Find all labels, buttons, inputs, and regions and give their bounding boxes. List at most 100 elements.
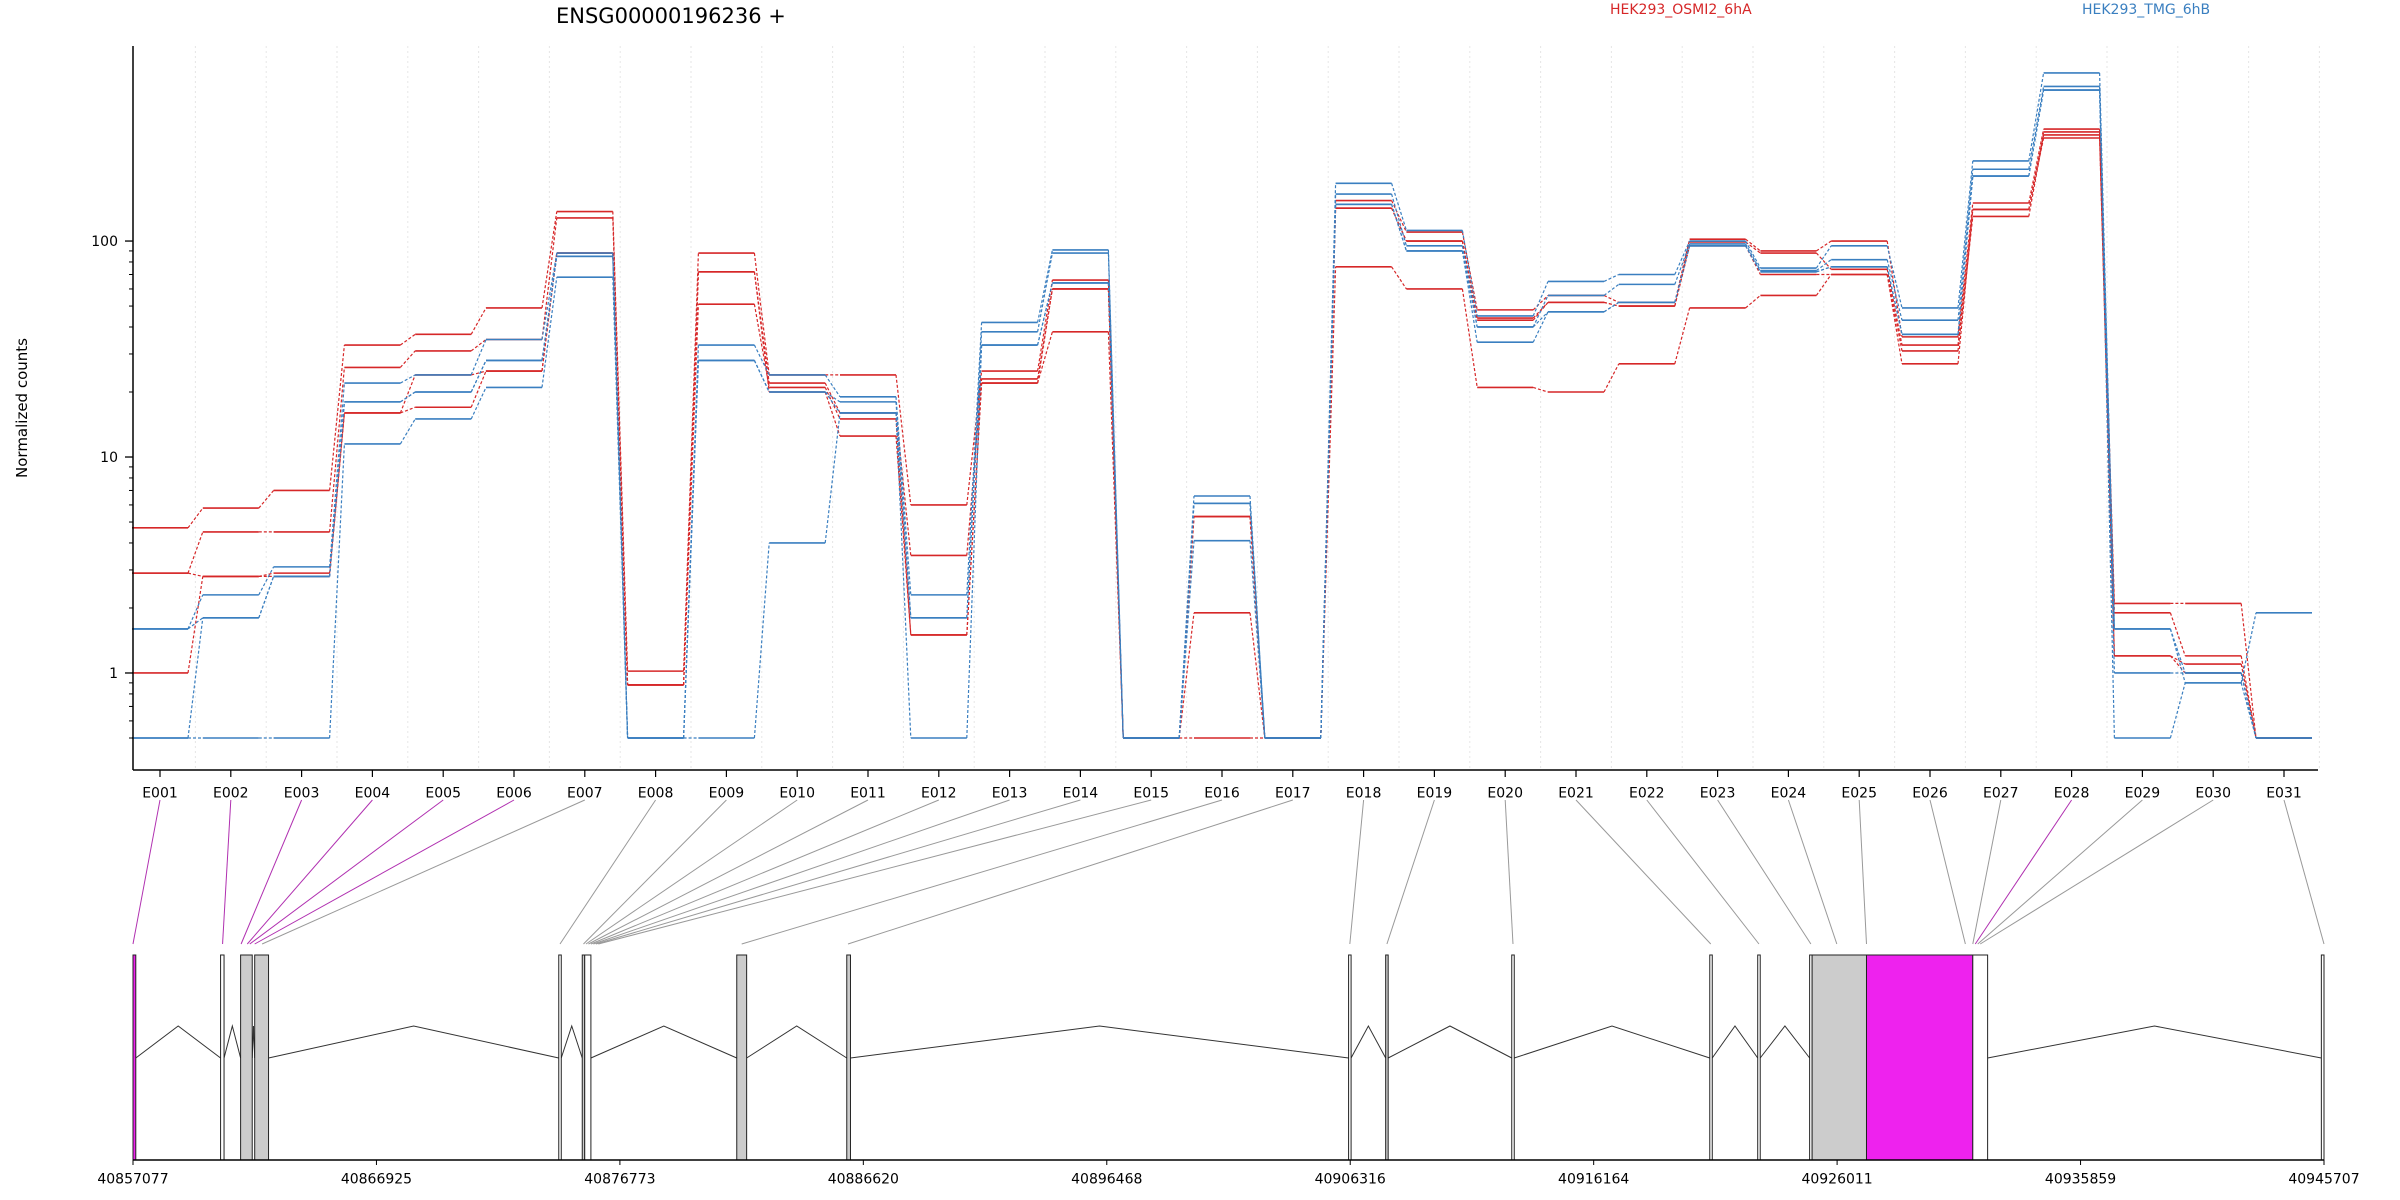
series-connector: [1037, 249, 1053, 323]
series-connector: [1886, 266, 1903, 335]
exon-connector-line: [2283, 799, 2325, 945]
series-connector: [1249, 503, 1266, 739]
series-connector: [966, 371, 983, 505]
series-connector: [258, 490, 275, 509]
series-connector: [895, 401, 912, 618]
series-connector: [1745, 245, 1761, 275]
x-tick-label: E027: [1983, 786, 2019, 802]
exon-box: [220, 954, 225, 1161]
series-connector: [1037, 252, 1053, 332]
series-connector: [895, 374, 912, 505]
x-tick-label: E009: [709, 786, 745, 802]
series-connector: [753, 344, 770, 376]
y-tick-label: 10: [100, 450, 118, 466]
series-connector: [329, 443, 345, 739]
series-connector: [1533, 386, 1549, 393]
series-connector: [1107, 331, 1124, 739]
x-tick-label: E030: [2195, 786, 2231, 802]
exon-connector-line: [588, 799, 869, 945]
series-connector: [1532, 311, 1549, 343]
series-connector: [471, 370, 487, 376]
series-connector: [966, 345, 983, 739]
series-connector: [1603, 273, 1620, 282]
series-connector: [399, 350, 416, 368]
x-tick-label: E017: [1275, 786, 1311, 802]
series-connector: [187, 617, 204, 739]
series-connector: [1815, 252, 1832, 270]
series-connector: [1249, 612, 1266, 739]
series-connector: [824, 391, 841, 403]
exon-box: [1511, 954, 1515, 1161]
series-connector: [329, 367, 345, 532]
series-connector: [1461, 250, 1478, 328]
genomic-coordinate-axis: 40857077 40866925 40876773 40886620 40896468…: [97, 1159, 2360, 1188]
series-connector: [1320, 266, 1337, 739]
series-connector: [1603, 301, 1620, 313]
series-connector: [1745, 241, 1761, 254]
series-connector: [470, 339, 487, 352]
series-lines: [132, 72, 2312, 739]
series-connector: [1532, 295, 1549, 328]
series-connector: [2028, 131, 2045, 210]
series-connector: [612, 253, 629, 739]
exon-box: [1811, 954, 1867, 1161]
series-connector: [400, 391, 416, 403]
series-connector: [1037, 288, 1053, 384]
exon-box: [1385, 954, 1389, 1161]
series-connector: [470, 370, 487, 408]
series-connector: [1249, 516, 1266, 739]
genomic-tick-label: 40886620: [828, 1172, 899, 1188]
series-connector: [187, 576, 204, 674]
series-connector: [966, 322, 983, 595]
series-connector: [470, 307, 487, 335]
series-connector: [2028, 128, 2045, 204]
exon-connector-line: [1575, 799, 1712, 945]
series-connector: [187, 617, 204, 630]
exon-connector-line: [593, 799, 1010, 945]
series-connector: [187, 594, 204, 630]
series-connector: [1957, 209, 1974, 346]
chart-title: ENSG00000196236 +: [556, 4, 786, 28]
series-connector: [2240, 655, 2257, 739]
x-tick-label: E012: [921, 786, 957, 802]
intron-line: [268, 1025, 559, 1059]
x-tick-label: E008: [638, 786, 674, 802]
exon-box: [558, 954, 562, 1161]
series-connector: [824, 412, 841, 544]
series-connector: [1674, 243, 1691, 285]
exon-connector-line: [583, 799, 727, 945]
series-connector: [2028, 89, 2045, 177]
genomic-tick-label: 40945707: [2288, 1172, 2359, 1188]
series-connector: [753, 542, 770, 739]
genomic-tick-label: 40857077: [97, 1172, 168, 1188]
exon-connector-line: [254, 799, 515, 945]
series-connector: [541, 256, 558, 361]
genomic-tick-label: 40916164: [1558, 1172, 1629, 1188]
exon-connector-line: [246, 799, 373, 945]
series-connector: [1391, 207, 1407, 242]
series-connector: [1391, 193, 1407, 247]
exon-connector-line: [1929, 799, 1966, 945]
series-connector: [1320, 204, 1337, 739]
x-tick-label: E019: [1417, 786, 1453, 802]
series-connector: [2099, 137, 2115, 656]
series-connector: [895, 412, 912, 618]
intron-line: [135, 1025, 221, 1059]
series-connector: [2169, 628, 2186, 684]
genomic-tick-label: 40906316: [1315, 1172, 1386, 1188]
x-tick-label: E004: [355, 786, 391, 802]
x-tick-label: E003: [284, 786, 320, 802]
series-connector: [1745, 238, 1761, 252]
exon-connector-line: [598, 799, 1152, 945]
series-connector: [1886, 245, 1903, 309]
exon-connector-line: [559, 799, 657, 945]
series-connector: [329, 383, 345, 567]
series-connector: [895, 436, 912, 635]
series-connector: [1815, 274, 1832, 296]
exon-connector-line: [1974, 799, 2073, 945]
series-connector: [2240, 612, 2257, 683]
exon-connector-line: [1972, 799, 2002, 945]
series-connector: [2028, 86, 2045, 170]
x-tick-label: E021: [1558, 786, 1594, 802]
x-tick-label: E025: [1841, 786, 1877, 802]
